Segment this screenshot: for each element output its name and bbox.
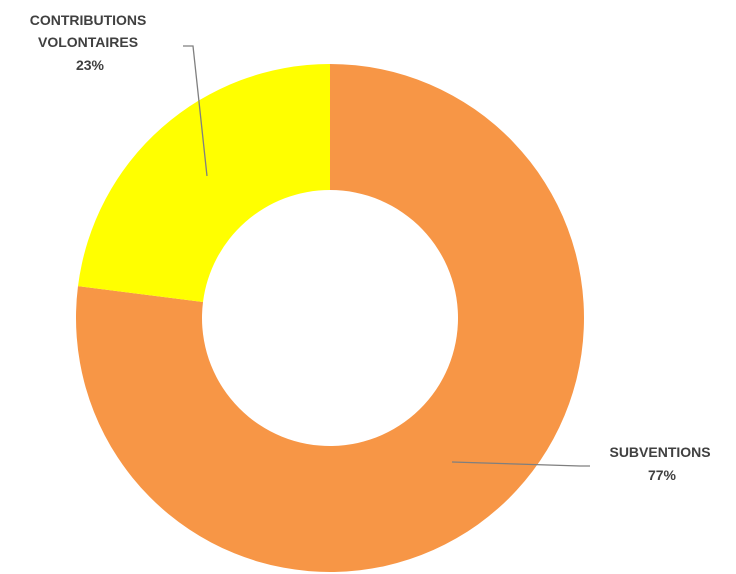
slice-value-contributions: 23% bbox=[76, 57, 105, 73]
slice-contributions-volontaires bbox=[78, 64, 330, 302]
slice-label-contributions-line2: VOLONTAIRES bbox=[38, 34, 138, 50]
leader-line-subventions bbox=[451, 461, 590, 467]
slice-label-subventions-line1: SUBVENTIONS bbox=[609, 444, 710, 460]
slice-value-subventions: 77% bbox=[648, 467, 677, 483]
slice-subventions bbox=[76, 64, 585, 572]
slice-label-contributions: CONTRIBUTIONS VOLONTAIRES 23% bbox=[30, 12, 151, 73]
slice-label-subventions: SUBVENTIONS 77% bbox=[609, 444, 714, 483]
leader-line-contributions bbox=[183, 45, 208, 177]
slice-label-contributions-line1: CONTRIBUTIONS bbox=[30, 12, 147, 28]
donut-slices bbox=[76, 64, 585, 572]
